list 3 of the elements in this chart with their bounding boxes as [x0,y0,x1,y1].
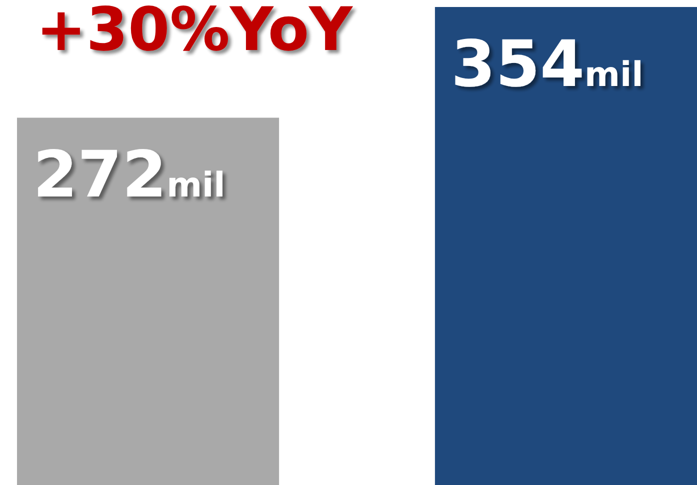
data-label: 272mil [33,138,226,213]
data-label: 354mil [450,28,644,102]
chart-title: +30%YoY [36,0,354,65]
